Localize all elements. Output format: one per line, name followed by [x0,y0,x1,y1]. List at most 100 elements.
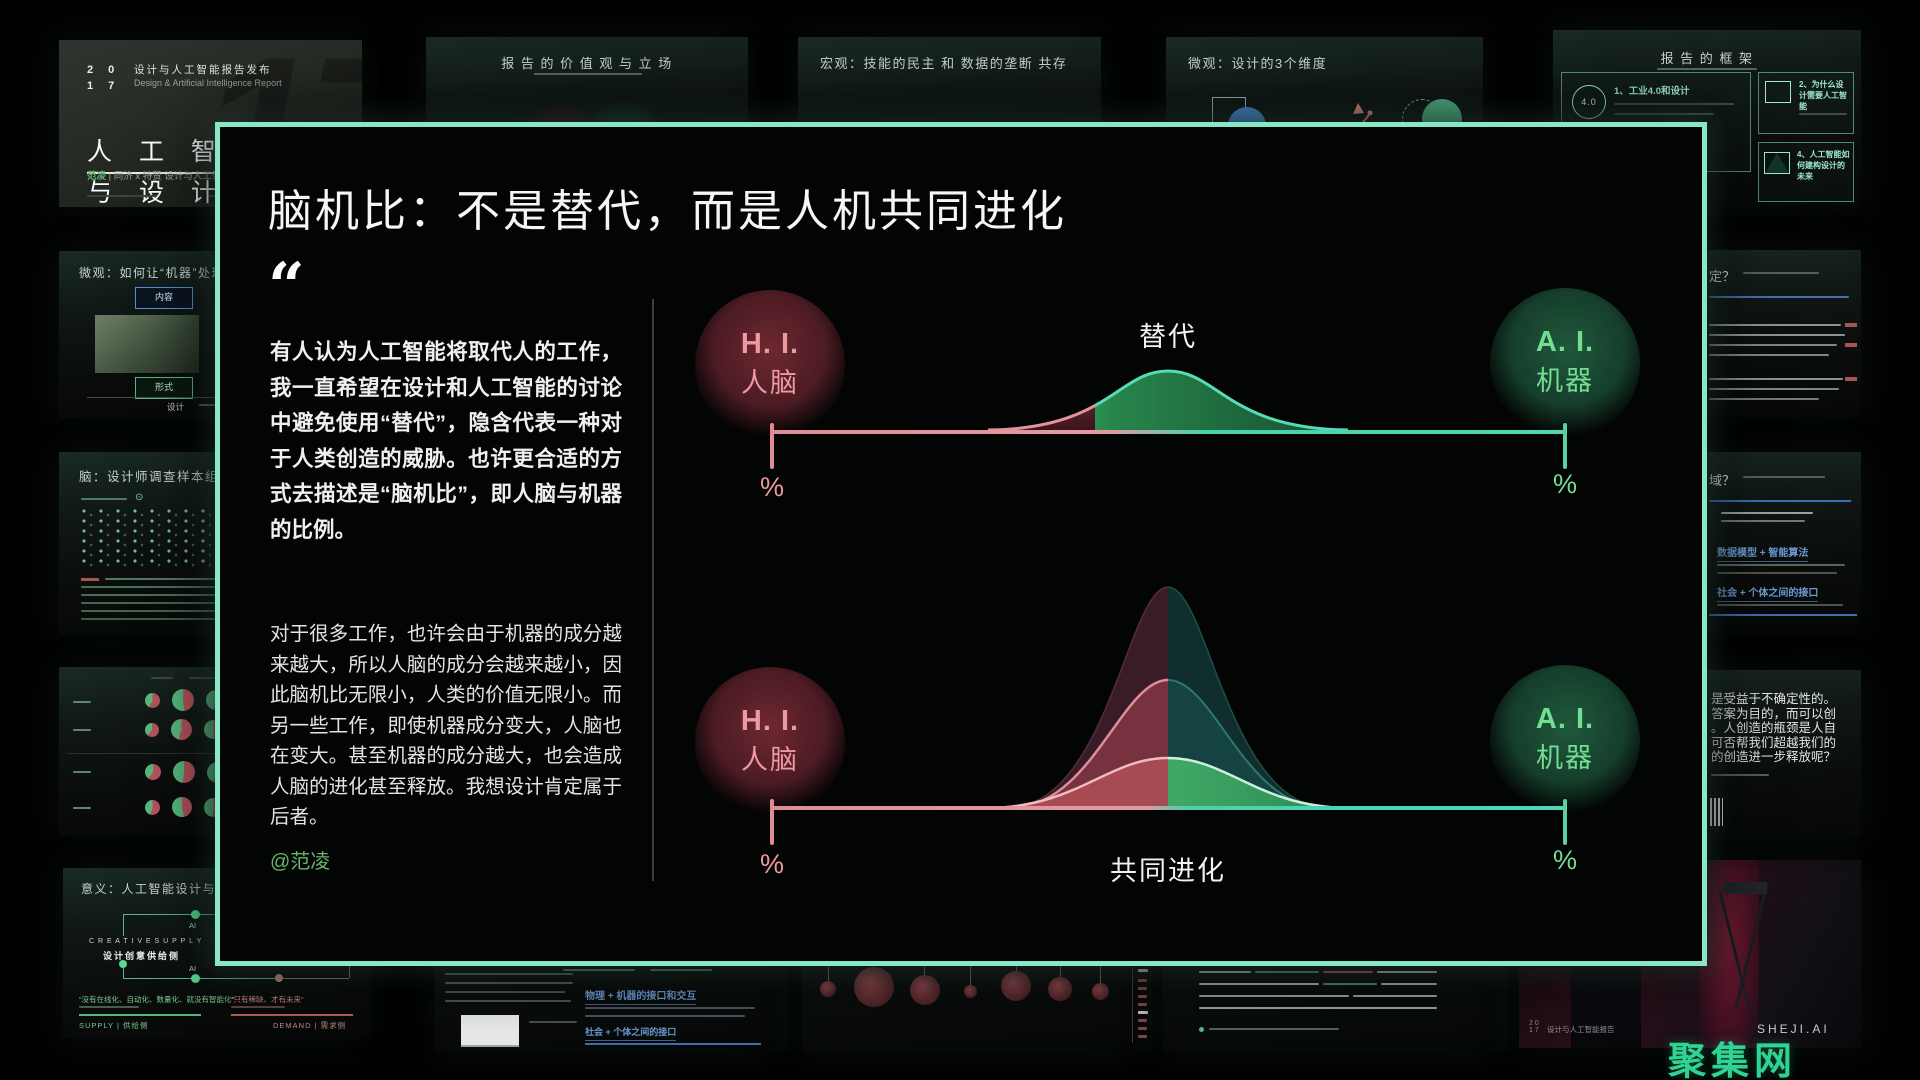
blue-rule [1709,500,1851,502]
photo-footer-year: 2 0 1 7 [1529,1020,1539,1034]
ai-node-label: AI [189,921,197,930]
ai-circle-top: A. I. 机器 [1490,288,1640,438]
col-header-bar [189,677,215,679]
replace-label: 替代 [1139,322,1197,352]
legend-rule [1132,967,1133,1043]
ai-percent-bottom: % [1552,845,1577,875]
text-line: 的创造进一步释放呢？ [1711,750,1837,764]
text-bar [81,618,281,620]
supply-axis [79,1014,201,1016]
blue-rule [1709,614,1857,616]
red-highlight-bar [1323,971,1373,973]
framework-item-4: 4、人工智能如何建构设计的未来 [1797,150,1850,181]
research-heading-1: 数据模型 + 智能算法 [1717,544,1809,562]
interface-heading-2: 社会 + 个体之间的接口 [585,1025,677,1041]
text-bar [1199,971,1251,973]
quote-icon: “ [268,249,305,324]
text-bar [1717,604,1843,606]
replace-axis [772,430,1567,434]
legend-bar [1138,1003,1147,1006]
hi-tick-bottom [770,799,774,845]
ai-node-dot [191,910,200,919]
hi-percent-bottom: % [759,849,784,879]
industry40-icon: 4.0 [1572,85,1606,119]
caption-bar [1721,512,1813,514]
red-note-chip [1845,377,1857,381]
text-bar [1199,983,1319,985]
pendulum-circle [1001,971,1031,1001]
author-line: 范凌 | 同济 x 特赞 设计与人工智能实验室 [87,171,260,182]
highlight-chip [81,578,99,581]
text-bar [1709,324,1841,326]
pendulum-circle [820,981,836,997]
coevolution-curves [987,586,1349,810]
ai-abbr: A. I. [1535,703,1595,735]
header-bar [81,498,127,500]
text-bar [585,1007,755,1009]
sub-caption-bar [79,1006,139,1008]
caption-bar [1721,520,1805,522]
replace-curve [987,369,1349,432]
caption-bar [1743,272,1819,274]
timeline [87,397,337,398]
loop-line [123,968,124,978]
barcode-glyph [1710,798,1723,826]
legend-bar [1138,1011,1148,1014]
legend-bar [1138,1019,1147,1022]
camera-body [1723,882,1767,894]
title-underline [534,73,642,75]
attribution: @范凌 [270,851,331,873]
text-bar [445,982,573,984]
hi-name: 人脑 [741,745,799,775]
zoomed-slide-modal[interactable]: 脑机比：不是替代，而是人机共同进化 “ 有人认为人工智能将取代人的工作，我一直希… [215,122,1707,966]
hi-abbr: H. I. [740,328,800,360]
form-box: 形式 [135,377,193,399]
text-bar [1381,983,1437,985]
text-bar [1709,354,1829,356]
sub-caption-bar [231,1006,285,1008]
text-fragment-block: 是受益于不确定性的。 答案为目的，而可以创 。人创造的瓶颈是人自 可否帮我们超越… [1711,692,1836,765]
sheji-ai-brand: SHEJI.AI [1757,1022,1830,1036]
title-underline [1657,68,1757,70]
interface-heading-1: 物理 + 机器的接口和交互 [585,987,697,1005]
legend-bar [1138,987,1147,990]
demand-axis [231,1014,353,1016]
demand-quote: “只有稀缺、才有未来” [231,995,304,1004]
text-bar [1709,388,1839,390]
pendulum-circle [1048,977,1072,1001]
text-bar [1709,344,1837,346]
text-bar [1377,971,1437,973]
text-line: 是受益于不确定性的。 [1711,692,1837,706]
text-bar [1709,378,1843,380]
ai-circle-bottom: A. I. 机器 [1490,665,1640,815]
coevolution-label: 共同进化 [1110,856,1226,886]
text-bar [445,1000,571,1002]
demand-dot [275,974,283,982]
text-bar [1199,995,1349,997]
hi-circle-bottom: H. I. 人脑 [695,667,845,817]
legend-bar [1138,1035,1147,1038]
text-bar [81,594,345,596]
text-bar [1353,995,1437,997]
photo-footer-text: 设计与人工智能报告 [1547,1025,1615,1034]
supply-dot [119,960,127,968]
footer-link-bar [87,195,157,197]
footnote-bar [1209,1028,1339,1030]
caption-bar [529,1021,577,1023]
group-divider [67,753,357,754]
slide-title-fragment: 域？ [1709,473,1736,488]
text-line: 答案为目的，而可以创 [1711,706,1837,721]
pendulum-circle [964,985,977,998]
framework-box-4: 4、人工智能如何建构设计的未来 [1758,142,1854,202]
ai-name: 机器 [1536,743,1594,773]
demand-axis-label: DEMAND | 需求侧 [273,1021,347,1030]
hi-tick-top [770,423,774,469]
slide-title: 报 告 的 价 值 观 与 立 场 [501,56,673,71]
coevolution-axis [772,806,1567,810]
hi-abbr: H. I. [740,705,800,737]
text-line: 可否帮我们超越我们的 [1711,735,1837,750]
site-watermark: 聚集网 [1668,1041,1798,1080]
text-line: 。人创造的瓶颈是人自 [1711,721,1837,735]
red-note-chip [1845,343,1857,347]
